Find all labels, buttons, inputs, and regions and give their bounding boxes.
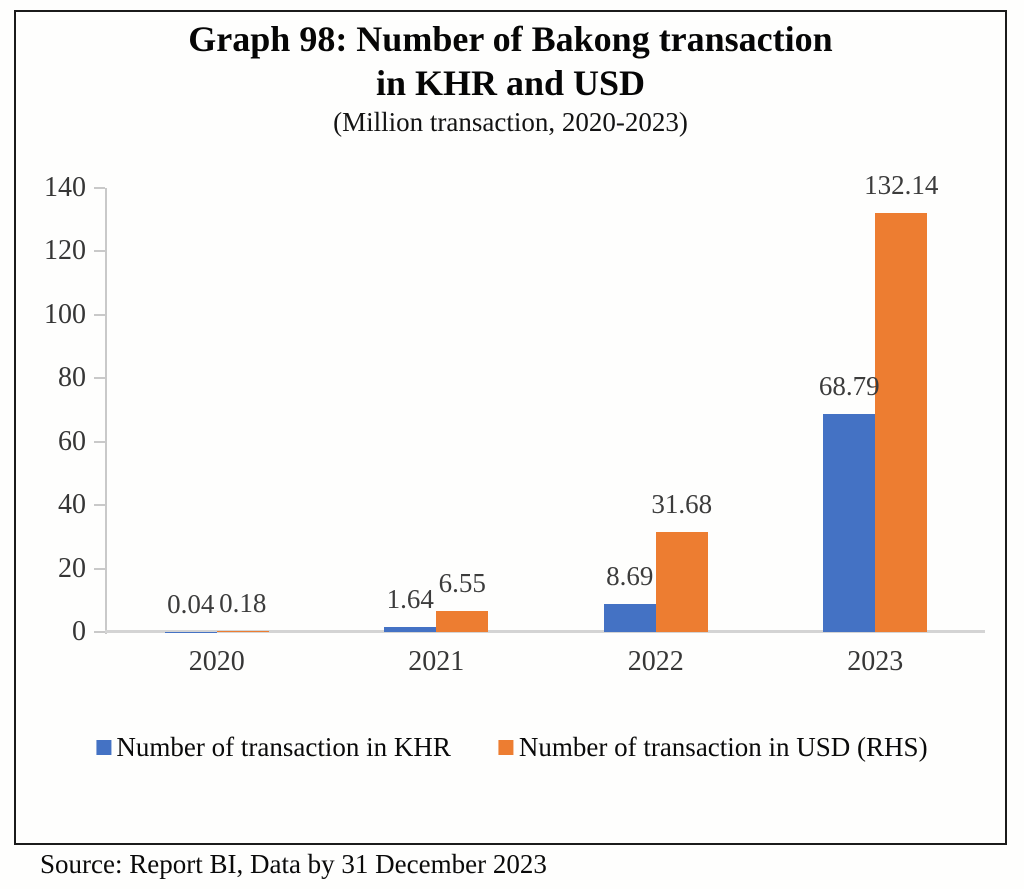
bar-usd-2023 [875,212,928,632]
bar-value-label: 68.79 [818,370,880,401]
legend-item-khr: Number of transaction in KHR [96,732,451,762]
bar-value-label: 8.69 [606,561,654,592]
legend-swatch-khr [96,739,112,755]
y-tick-label: 40 [58,489,86,521]
y-tick-label: 100 [44,298,86,330]
bar-khr-2022 [603,604,656,632]
y-tick [94,313,105,316]
y-tick [94,567,105,570]
y-axis-line [105,188,107,634]
legend: Number of transaction in KHR Number of t… [96,732,928,762]
bar-value-label: 6.55 [438,568,486,599]
legend-swatch-usd [498,739,514,755]
x-axis-line [105,630,985,633]
y-tick-label: 0 [72,616,86,647]
bar-khr-2021 [384,626,437,632]
chart-title-line2: in KHR and USD [375,63,646,103]
bar-value-label: 0.18 [219,588,267,619]
bar-usd-2020 [216,631,269,632]
chart-frame-border [14,10,1007,845]
y-tick [94,440,105,443]
y-tick [94,631,105,633]
x-axis-label: 2023 [847,646,904,677]
y-tick [94,504,105,507]
x-axis-label: 2020 [188,646,245,677]
bar-khr-2023 [823,413,876,632]
y-tick-label: 140 [44,172,86,203]
y-tick [94,250,105,253]
y-tick-label: 80 [58,362,86,394]
source-note: Source: Report BI, Data by 31 December 2… [40,849,547,879]
y-tick-label: 60 [58,425,86,457]
y-tick [94,377,105,380]
y-tick [94,187,105,189]
bar-value-label: 31.68 [651,488,713,519]
x-axis-label: 2021 [408,646,465,677]
chart-subtitle: (Million transaction, 2020-2023) [333,107,688,137]
legend-label-usd: Number of transaction in USD (RHS) [518,732,928,762]
x-axis-label: 2022 [627,646,684,677]
y-tick-label: 20 [58,552,86,584]
bar-value-label: 132.14 [864,169,939,200]
bar-value-label: 0.04 [167,588,215,619]
bar-usd-2021 [436,611,489,632]
bar-value-label: 1.64 [386,583,434,614]
legend-label-khr: Number of transaction in KHR [116,732,451,762]
legend-item-usd: Number of transaction in USD (RHS) [498,732,928,762]
chart-title-line1: Graph 98: Number of Bakong transaction [188,19,833,59]
bar-usd-2022 [655,531,708,632]
y-tick-label: 120 [44,235,86,267]
